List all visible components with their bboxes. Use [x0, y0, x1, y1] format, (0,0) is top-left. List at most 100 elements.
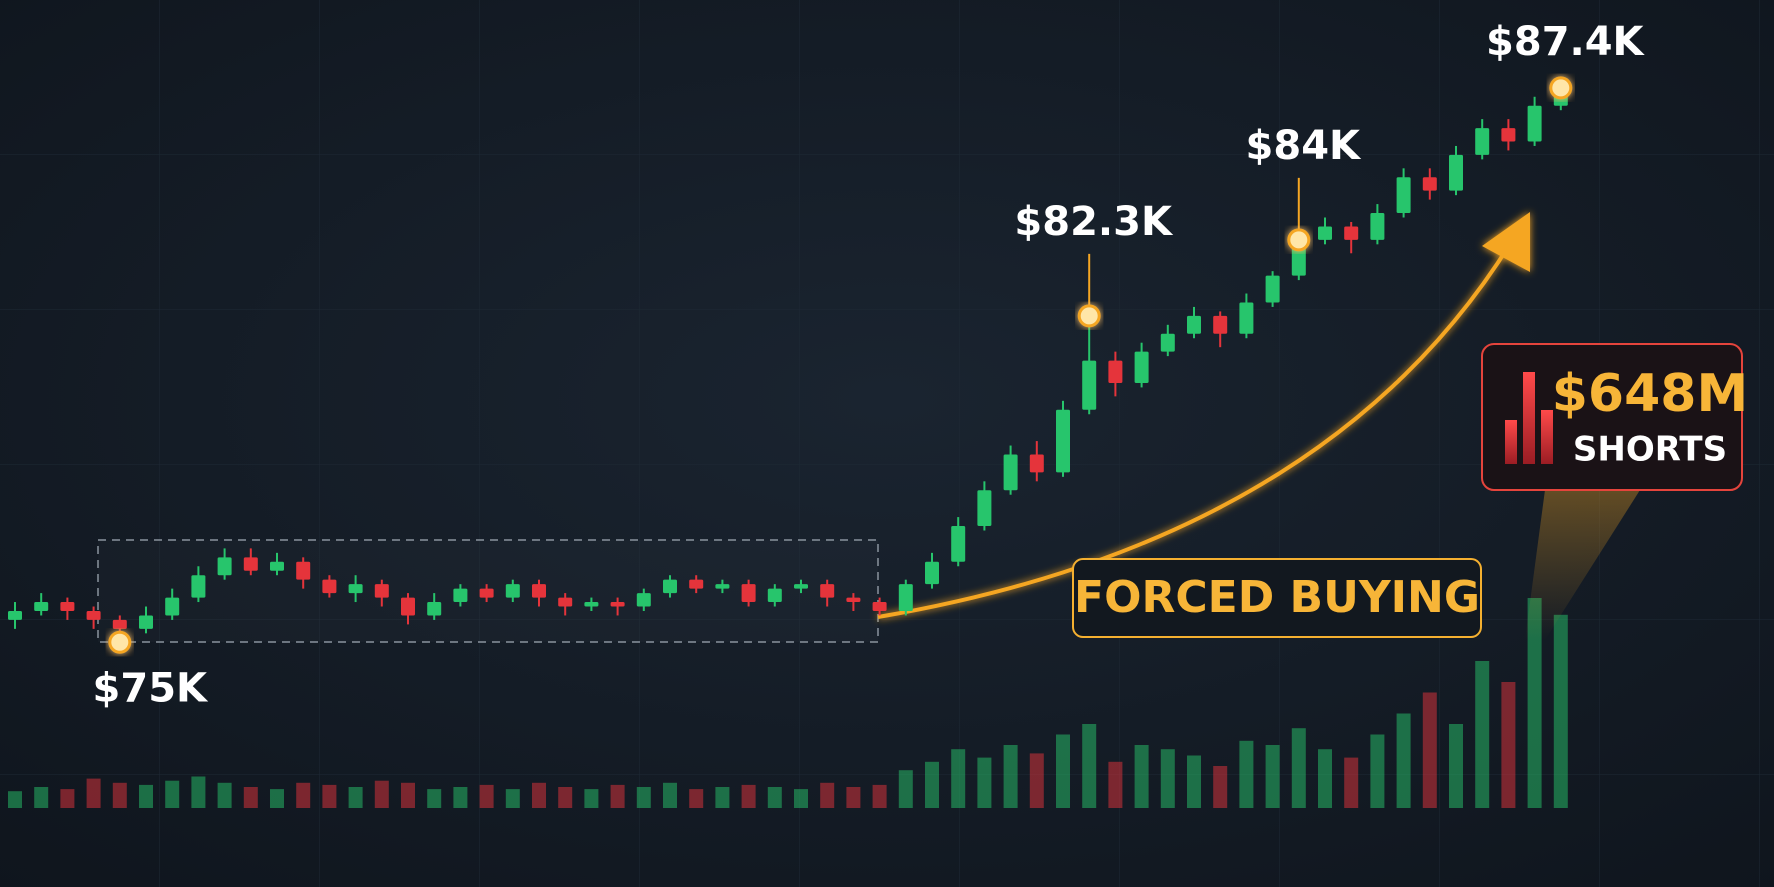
candle-body: [767, 588, 782, 603]
volume-bar: [1553, 614, 1568, 808]
volume-bar: [374, 780, 389, 808]
candle-body: [374, 584, 389, 598]
candle-body: [1239, 302, 1254, 334]
candle-body: [741, 584, 756, 603]
shorts-caption: SHORTS: [1573, 430, 1727, 470]
candle-body: [1475, 128, 1490, 155]
candle-body: [191, 575, 206, 598]
candle-body: [243, 557, 258, 571]
candle-body: [1422, 177, 1437, 191]
volume-bar: [715, 787, 730, 808]
volume-bar: [1370, 734, 1385, 808]
candle-body: [532, 584, 546, 598]
volume-bar: [1265, 745, 1280, 808]
candle-body: [977, 490, 992, 527]
volume-bar: [898, 770, 913, 808]
volume-bar: [1134, 745, 1149, 808]
volume-bar: [532, 782, 546, 808]
candle-body: [1187, 315, 1201, 334]
candle-body: [872, 602, 887, 611]
candle-body: [715, 584, 730, 589]
volume-bar: [1187, 755, 1201, 808]
candle-body: [1344, 226, 1359, 240]
volume-bar: [165, 780, 180, 808]
candle-body: [584, 602, 599, 607]
candle-body: [60, 602, 75, 611]
volume-bar: [925, 761, 939, 808]
candle-body: [427, 602, 442, 616]
volume-bar: [1108, 761, 1123, 808]
candle-body: [846, 597, 861, 603]
icon-bar: [1505, 420, 1517, 464]
volume-bar: [1318, 749, 1332, 808]
candle-body: [610, 602, 625, 607]
candle-body: [348, 584, 363, 594]
candle-body: [165, 597, 180, 616]
candle-body: [558, 597, 573, 607]
volume-bar: [951, 749, 966, 808]
volume-bar: [112, 782, 127, 808]
price-marker: [1077, 304, 1101, 328]
volume-bar: [1344, 757, 1359, 808]
volume-bar: [741, 784, 756, 808]
candle-body: [296, 561, 311, 580]
volume-bar: [584, 789, 599, 808]
volume-bar: [820, 782, 835, 808]
candle-body: [505, 584, 520, 598]
volume-bar: [1160, 749, 1175, 808]
candle-body: [217, 557, 232, 576]
candle-body: [1003, 454, 1018, 491]
volume-bar: [1056, 734, 1070, 808]
trend-arrow: [877, 234, 1517, 619]
candle-body: [453, 588, 468, 603]
volume-layer: [8, 598, 1568, 808]
candle-body: [1501, 128, 1516, 142]
candle-body: [139, 615, 153, 629]
volume-bar: [794, 789, 808, 808]
candle-body: [1029, 454, 1044, 473]
candle-body: [1108, 360, 1123, 383]
volume-bar: [846, 787, 861, 808]
candle-body: [1160, 333, 1175, 352]
candle-body: [112, 619, 127, 629]
candle-body: [1449, 154, 1463, 191]
volume-bar: [270, 789, 284, 808]
candle-body: [1134, 351, 1149, 383]
icon-bar: [1541, 410, 1553, 464]
price-label: $87.4K: [1486, 19, 1646, 65]
candle-body: [1318, 226, 1332, 240]
volume-bar: [767, 787, 782, 808]
volume-bar: [1291, 728, 1306, 808]
price-label: $84K: [1246, 123, 1362, 169]
volume-bar: [296, 782, 311, 808]
candle-body: [951, 526, 966, 562]
candle-body: [1396, 177, 1411, 214]
candle-body: [794, 584, 808, 589]
volume-bar: [977, 757, 992, 808]
volume-bar: [34, 787, 49, 808]
candle-body: [820, 584, 835, 598]
price-marker: [1287, 228, 1311, 252]
volume-bar: [505, 789, 520, 808]
volume-bar: [636, 787, 651, 808]
volume-bar: [60, 789, 75, 808]
volume-bar: [1003, 745, 1018, 808]
volume-bar: [1396, 713, 1411, 808]
candle-body: [34, 602, 49, 611]
volume-bar: [427, 789, 442, 808]
callout-cone: [1525, 490, 1640, 640]
candle-body: [1527, 105, 1542, 142]
volume-bar: [663, 782, 677, 808]
volume-bar: [1449, 724, 1463, 808]
candle-body: [401, 597, 415, 616]
callout-box: [1072, 558, 1482, 638]
consolidation-box: [97, 539, 879, 643]
candle-body: [86, 610, 101, 620]
volume-bar: [1213, 766, 1228, 808]
volume-bar: [1501, 682, 1516, 808]
price-label: $75K: [93, 665, 209, 711]
volume-bar: [1422, 692, 1437, 808]
volume-bar: [1029, 753, 1044, 808]
